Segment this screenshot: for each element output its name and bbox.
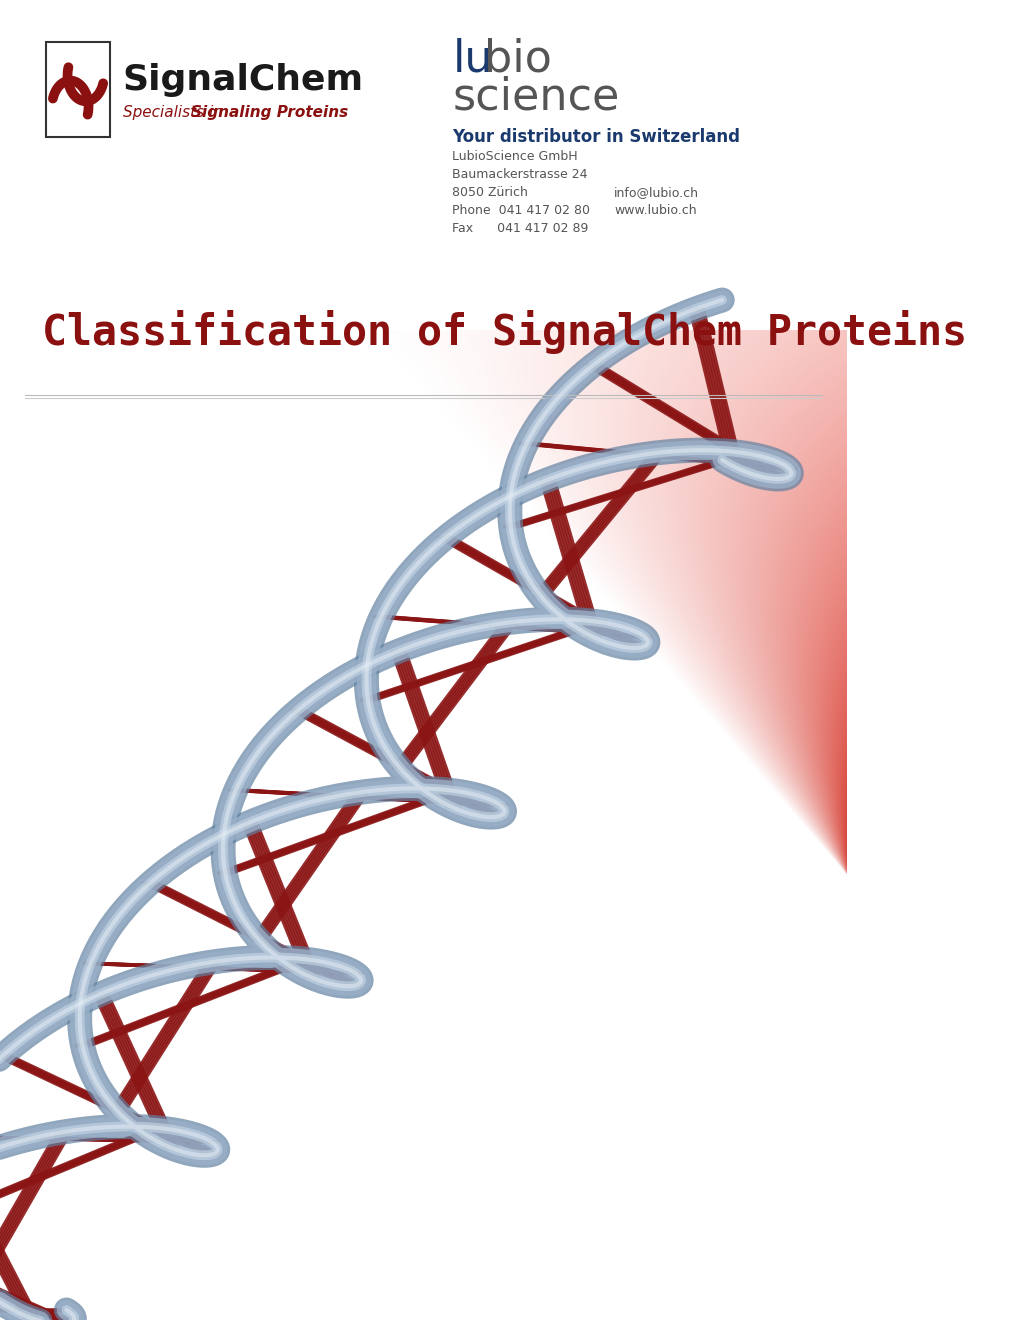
Text: 8050 Zürich: 8050 Zürich: [452, 186, 528, 199]
Text: Baumackerstrasse 24: Baumackerstrasse 24: [452, 168, 587, 181]
Text: Fax      041 417 02 89: Fax 041 417 02 89: [452, 222, 588, 235]
Text: Signaling Proteins: Signaling Proteins: [191, 104, 347, 120]
Text: info@lubio.ch: info@lubio.ch: [613, 186, 699, 199]
Text: bio: bio: [483, 38, 551, 81]
Text: SignalChem: SignalChem: [122, 63, 364, 96]
Text: lu: lu: [452, 38, 492, 81]
Text: Your distributor in Switzerland: Your distributor in Switzerland: [452, 128, 740, 147]
Bar: [46, 42, 110, 137]
Text: www.lubio.ch: www.lubio.ch: [613, 205, 696, 216]
Text: science: science: [452, 75, 620, 117]
Text: Classification of SignalChem Proteins: Classification of SignalChem Proteins: [42, 310, 966, 354]
Text: Specialists in: Specialists in: [122, 104, 227, 120]
Text: LubioScience GmbH: LubioScience GmbH: [452, 150, 578, 162]
Text: Phone  041 417 02 80: Phone 041 417 02 80: [452, 205, 590, 216]
